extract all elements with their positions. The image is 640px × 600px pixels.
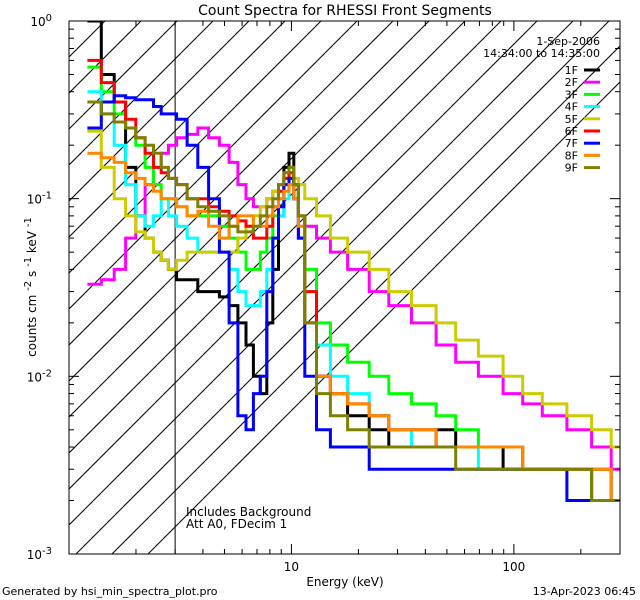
y-tick-label: 10-3 [27, 546, 52, 562]
x-tick-label: 100 [502, 560, 525, 574]
series-line-6F [87, 58, 620, 502]
date-label: 1-Sep-2006 [536, 35, 600, 48]
x-axis-label: Energy (keV) [306, 575, 383, 589]
y-tick-label: 10-2 [27, 368, 52, 384]
legend-label: 5F [565, 113, 578, 126]
hatch-line [69, 21, 322, 274]
legend-label: 6F [565, 125, 578, 138]
legend-label: 8F [565, 149, 578, 162]
hatched-region [69, 21, 620, 554]
plot-frame [68, 20, 621, 555]
hatch-line [69, 21, 70, 22]
footer-date: 13-Apr-2023 06:45 [533, 585, 636, 598]
y-tick-label: 10-1 [27, 191, 52, 207]
y-axis-label-part: s [25, 271, 39, 277]
y-tick-mantissa: 10 [27, 548, 42, 562]
legend-label: 4F [565, 101, 578, 114]
y-tick-exponent: -3 [42, 546, 52, 557]
legend-label: 3F [565, 88, 578, 101]
hatch-line [69, 21, 574, 526]
y-tick-label: 100 [30, 13, 52, 29]
legend-label: 1F [565, 64, 578, 77]
annotation-attenuator: Att A0, FDecim 1 [186, 517, 287, 531]
time-range-label: 14:34:00 to 14:35:00 [483, 47, 600, 60]
y-tick-exponent: -1 [42, 191, 52, 202]
hatch-line [69, 21, 538, 490]
chart-title: Count Spectra for RHESSI Front Segments [198, 3, 492, 19]
series-line-7F [87, 94, 620, 502]
y-tick-exponent: -2 [42, 368, 52, 379]
hatch-line [69, 21, 502, 454]
y-tick-mantissa: 10 [30, 15, 45, 29]
y-axis-label-part: keV [25, 230, 39, 253]
legend-label: 9F [565, 162, 578, 175]
y-axis-label-part: counts cm [25, 295, 39, 357]
hatch-line [69, 21, 394, 346]
series-line-8F [87, 151, 620, 502]
hatch-line [69, 21, 358, 310]
y-tick-mantissa: 10 [27, 193, 42, 207]
y-axis-label-exp: -1 [23, 257, 34, 267]
annotation-background: Includes Background [186, 505, 311, 519]
hatch-line [69, 21, 286, 238]
hatch-line [69, 21, 430, 382]
hatch-line [111, 45, 620, 554]
legend-label: 7F [565, 137, 578, 150]
y-axis-label-exp: -2 [23, 281, 34, 291]
hatch-line [69, 21, 178, 130]
hatch-line [69, 21, 466, 418]
hatch-line [75, 21, 610, 554]
y-axis-label-exp: -1 [23, 217, 34, 227]
y-tick-exponent: 0 [46, 13, 52, 24]
y-tick-mantissa: 10 [27, 370, 42, 384]
series-line-3F [87, 65, 620, 502]
x-tick-label: 10 [284, 560, 299, 574]
footer-generated-by: Generated by hsi_min_spectra_plot.pro [2, 585, 218, 598]
hatch-line [147, 81, 620, 554]
y-axis-label: counts cm -2 s -1 keV -1 [20, 217, 39, 357]
series-line-9F [87, 100, 620, 502]
legend-label: 2F [565, 76, 578, 89]
